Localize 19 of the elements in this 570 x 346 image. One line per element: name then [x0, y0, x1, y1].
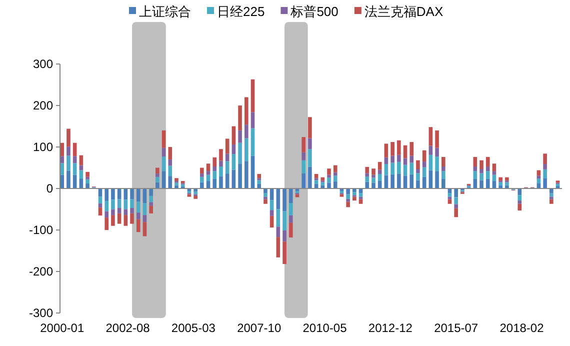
legend-label: 法兰克福DAX	[364, 4, 444, 19]
x-tick-label: 2010-05	[302, 321, 348, 335]
y-tick-label: -100	[28, 223, 54, 237]
x-tick-label: 2018-02	[500, 321, 544, 335]
y-tick-label: 100	[32, 140, 54, 154]
legend-label: 标普500	[290, 4, 338, 19]
x-tick-label: 2015-07	[434, 321, 478, 335]
legend-label: 上证综合	[139, 4, 191, 19]
y-tick-label: 0	[46, 182, 54, 196]
x-tick-label: 2002-08	[106, 321, 150, 335]
legend-label: 日经225	[217, 4, 265, 19]
x-tick-label: 2012-12	[368, 321, 413, 335]
y-tick-label: 300	[32, 57, 54, 71]
x-tick-label: 2007-10	[237, 321, 282, 335]
y-tick-label: -300	[28, 306, 54, 320]
x-tick-label: 2000-01	[40, 321, 84, 335]
y-tick-label: 200	[32, 98, 54, 112]
x-tick-label: 2005-03	[171, 321, 216, 335]
y-tick-label: -200	[28, 264, 54, 278]
